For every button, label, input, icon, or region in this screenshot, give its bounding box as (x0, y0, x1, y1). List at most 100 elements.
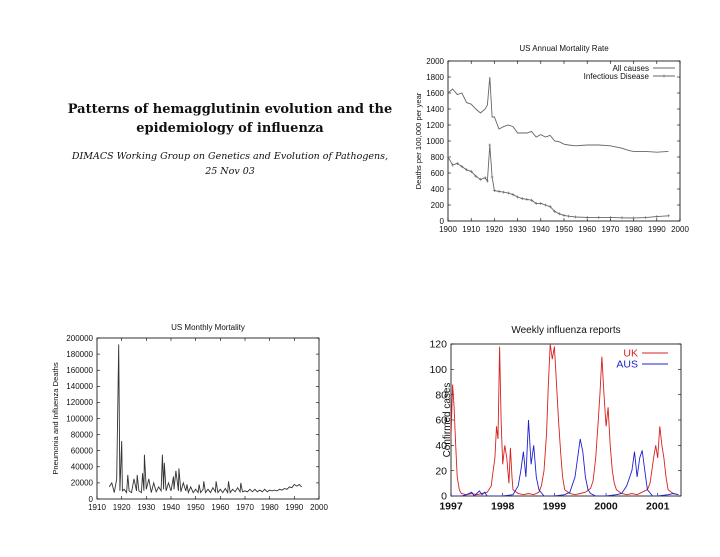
series-point (474, 174, 478, 178)
series-point (530, 198, 534, 202)
paper-title-line-2: epidemiology of influenza (136, 121, 324, 136)
series-point (534, 201, 538, 205)
series-point (608, 215, 612, 219)
y-tick-label: 40000 (71, 463, 94, 472)
series-point (585, 215, 589, 219)
series-point (446, 155, 450, 159)
x-tick-label: 1910 (88, 503, 106, 512)
x-tick-label: 1940 (532, 225, 550, 234)
plot-frame (96, 337, 320, 500)
series-point (539, 201, 543, 205)
y-tick-label: 0 (441, 491, 447, 503)
x-tick-label: 2000 (594, 501, 618, 513)
x-tick-label: 2000 (671, 225, 689, 234)
y-tick-label: 1400 (426, 105, 444, 114)
x-tick-label: 1940 (162, 503, 180, 512)
series-point (525, 197, 529, 201)
x-tick-label: 1997 (439, 501, 463, 513)
y-tick-label: 40 (435, 440, 447, 452)
series-point (643, 216, 647, 220)
x-tick-label: 2000 (310, 503, 328, 512)
y-tick-label: 80 (435, 389, 447, 401)
x-tick-label: 1970 (602, 225, 620, 234)
y-tick-label: 120000 (66, 398, 93, 407)
legend-marker (662, 74, 666, 78)
x-tick-label: 1900 (439, 225, 457, 234)
x-tick-label: 1980 (625, 225, 643, 234)
series-line-uk (451, 344, 679, 496)
series-point (543, 203, 547, 207)
y-tick-label: 60 (435, 415, 447, 427)
x-tick-label: 1990 (285, 503, 303, 512)
chart-2: US Monthly Mortality 0 20000 40000 60000 8000… (51, 323, 328, 512)
legend-label: All causes (613, 64, 649, 73)
series-point (497, 189, 501, 193)
series-point (478, 177, 482, 181)
series-point (490, 175, 494, 179)
y-tick-label: 160000 (66, 366, 93, 375)
series-point (567, 214, 571, 218)
chart-title: Weekly influenza reports (511, 325, 620, 336)
series-point (620, 216, 624, 220)
x-tick-label: 1910 (462, 225, 480, 234)
series-point (506, 191, 510, 195)
series-point (666, 214, 670, 218)
y-tick-label: 1200 (426, 121, 444, 130)
y-tick-label: 0 (440, 217, 445, 226)
x-tick-label: 1980 (261, 503, 279, 512)
y-tick-label: 800 (431, 153, 445, 162)
y-tick-label: 20000 (71, 479, 94, 488)
x-tick-label: 2001 (646, 501, 670, 513)
series-point (460, 165, 464, 169)
y-tick-label: 400 (431, 185, 445, 194)
series-point (516, 195, 520, 199)
paper-title-line-1: Patterns of hemagglutinin evolution and … (67, 102, 393, 117)
series-point (557, 212, 561, 216)
series-point (469, 169, 473, 173)
x-tick-label: 1920 (486, 225, 504, 234)
chart-3: Weekly influenza reports 0 20 40 60 80 100 120 1… (429, 325, 682, 513)
series-line-aus (451, 419, 679, 496)
paper-subtitle-line-1: DIMACS Working Group on Genetics and Evo… (71, 151, 389, 162)
x-tick-label: 1970 (236, 503, 254, 512)
y-tick-label: 120 (429, 339, 447, 351)
y-tick-label: 60000 (71, 447, 94, 456)
series-point (520, 197, 524, 201)
series-point (597, 215, 601, 219)
y-tick-label: 100 (429, 364, 447, 376)
x-tick-label: 1950 (555, 225, 573, 234)
y-tick-label: 1000 (426, 137, 444, 146)
chart-title: US Monthly Mortality (171, 323, 245, 332)
x-tick-label: 1960 (578, 225, 596, 234)
x-tick-label: 1960 (211, 503, 229, 512)
y-tick-label: 600 (431, 169, 445, 178)
series-point (465, 168, 469, 172)
series-point (455, 161, 459, 165)
series-line-1 (108, 344, 303, 495)
plot-frame (450, 343, 682, 497)
x-tick-label: 1998 (491, 501, 515, 513)
title-block: Patterns of hemagglutinin evolution and … (40, 100, 420, 179)
y-tick-label: 2000 (426, 57, 444, 66)
series-point (492, 189, 496, 193)
series-point (553, 209, 557, 213)
series-line-infectious-disease (448, 144, 669, 219)
x-tick-label: 1930 (509, 225, 527, 234)
series-point (511, 193, 515, 197)
series-point (562, 213, 566, 217)
series-point (655, 215, 659, 219)
y-tick-label: 140000 (66, 382, 93, 391)
series-point (548, 205, 552, 209)
series-point (502, 190, 506, 194)
series-point (632, 216, 636, 220)
series-point (488, 143, 492, 147)
legend-label: Infectious Disease (584, 72, 650, 81)
y-tick-label: 80000 (71, 430, 94, 439)
series-line-all-causes (448, 76, 669, 153)
series-point (574, 215, 578, 219)
y-axis-label: Pneumonia and Influenza Deaths (51, 362, 60, 475)
y-axis-label: Deaths per 100,000 per year (414, 92, 423, 189)
chart-title: US Annual Mortality Rate (519, 44, 609, 53)
y-tick-label: 200 (431, 201, 445, 210)
